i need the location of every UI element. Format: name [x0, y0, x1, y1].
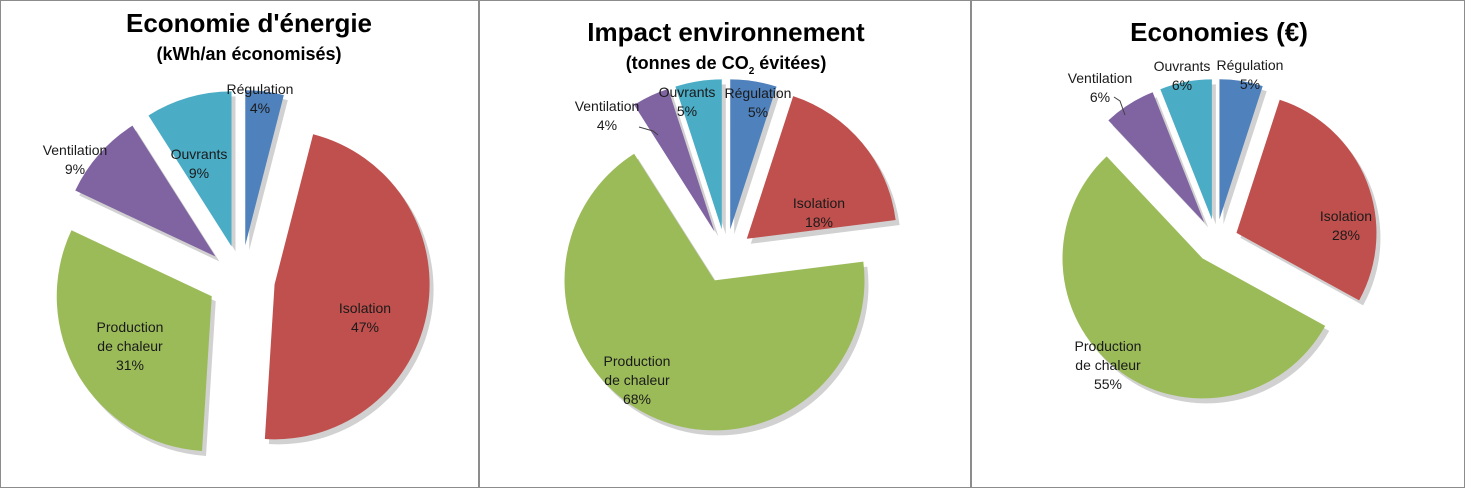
slice-value-label: 9% [189, 165, 209, 181]
slice-label: Régulation 5% [725, 85, 792, 120]
slice-label: Ventilation 4% [575, 98, 640, 133]
pie-slice-ouvrants [675, 79, 722, 230]
slice-value-label: 55% [1094, 376, 1122, 392]
slice-label: Ouvrants 9% [171, 146, 228, 181]
slice-label: Ouvrants 5% [659, 84, 716, 119]
pie-slices [56, 90, 434, 457]
slice-value-label: 68% [623, 391, 651, 407]
pie-labels: Régulation 4% Isolation 47% Production de cha… [43, 81, 391, 373]
pie-slice-r-gulation [1219, 79, 1263, 220]
chart-subtitle: (tonnes de CO2 évitées) [626, 53, 827, 77]
slice-value-label: 4% [597, 117, 617, 133]
pie-chart-environment: Impact environnement (tonnes de CO2 évit… [564, 17, 900, 436]
pie-labels: Régulation 5% Isolation 18% Production de cha… [575, 84, 845, 407]
slice-label: Isolation 28% [1320, 208, 1372, 243]
pie-slice-ventilation [1108, 92, 1205, 223]
slice-label: Production de chaleur 68% [604, 353, 671, 407]
chart-panel-environment: Impact environnement (tonnes de CO2 évit… [479, 0, 971, 488]
chart-title: Economies (€) [1130, 17, 1308, 47]
pie-slice-isolation [746, 96, 896, 239]
pie-slice-isolation [264, 134, 430, 440]
slice-value-label: 31% [116, 357, 144, 373]
slice-label: Isolation 47% [339, 300, 391, 335]
slice-value-label: 6% [1172, 77, 1192, 93]
chart-panel-energy: Economie d'énergie (kWh/an économisés) R… [0, 0, 479, 488]
pie-labels: Régulation 5% Isolation 28% Production de cha… [1068, 57, 1372, 392]
chart-subtitle: (kWh/an économisés) [156, 44, 341, 64]
pie-chart-savings: Economies (€) Régulation 5% Isolation 28% Pr… [1062, 17, 1381, 404]
slice-label: Production de chaleur 31% [97, 319, 164, 373]
chart-title: Economie d'énergie [126, 8, 372, 38]
slice-value-label: 5% [748, 104, 768, 120]
pie-chart-energy: Economie d'énergie (kWh/an économisés) R… [43, 8, 434, 457]
pie-slices [1062, 79, 1381, 404]
slice-value-label: 4% [250, 100, 270, 116]
slice-label: Régulation 4% [227, 81, 294, 116]
chart-panel-savings: Economies (€) Régulation 5% Isolation 28% Pr… [971, 0, 1465, 488]
slice-label: Isolation 18% [793, 195, 845, 230]
leader-line [638, 126, 659, 136]
slice-label: Ventilation 9% [43, 142, 108, 177]
slice-value-label: 5% [1240, 76, 1260, 92]
pie-slice-isolation [1236, 99, 1377, 301]
slice-value-label: 9% [65, 161, 85, 177]
pie-slice-ventilation [634, 88, 715, 232]
pie-slice-r-gulation [730, 79, 777, 230]
pie-slice-production-de-chaleur [564, 153, 865, 431]
pie-slice-ventilation [75, 125, 216, 257]
slice-value-label: 47% [351, 319, 379, 335]
slice-label: Production de chaleur 55% [1075, 338, 1142, 392]
pie-slice-r-gulation [245, 90, 284, 246]
chart-title: Impact environnement [587, 17, 865, 47]
slice-label: Ouvrants 6% [1154, 58, 1211, 93]
slice-value-label: 18% [805, 214, 833, 230]
leader-line [1113, 96, 1126, 116]
slice-label: Régulation 5% [1217, 57, 1284, 92]
pie-slice-production-de-chaleur [1062, 156, 1326, 399]
slice-label: Ventilation 6% [1068, 70, 1133, 105]
pie-slice-production-de-chaleur [56, 230, 212, 452]
pie-slices [564, 79, 900, 436]
slice-value-label: 5% [677, 103, 697, 119]
slice-value-label: 28% [1332, 227, 1360, 243]
pie-slice-ouvrants [1160, 79, 1212, 220]
pie-slice-ouvrants [148, 91, 232, 247]
slice-value-label: 6% [1090, 89, 1110, 105]
